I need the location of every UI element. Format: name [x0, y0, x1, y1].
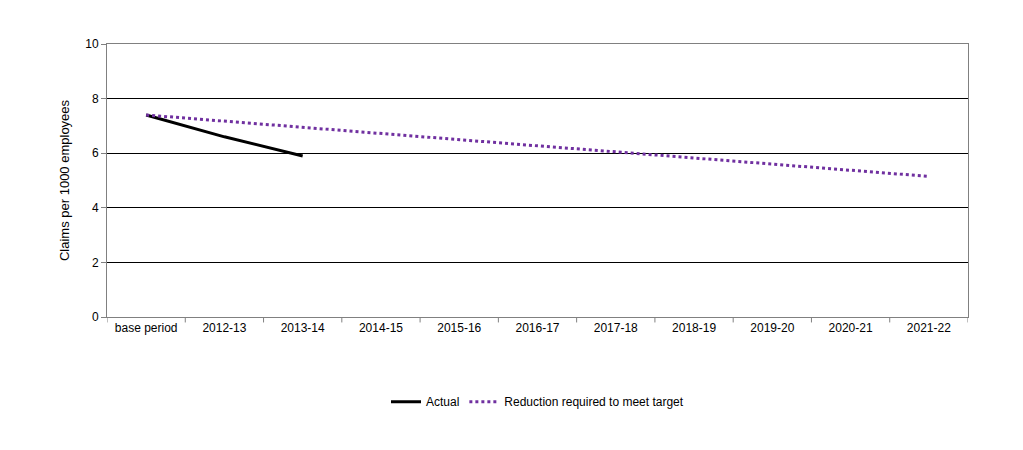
svg-text:2013-14: 2013-14: [281, 321, 325, 335]
svg-text:2019-20: 2019-20: [750, 321, 794, 335]
svg-text:2021-22: 2021-22: [907, 321, 951, 335]
svg-text:2012-13: 2012-13: [202, 321, 246, 335]
svg-text:0: 0: [92, 310, 99, 324]
svg-text:2018-19: 2018-19: [672, 321, 716, 335]
svg-text:2014-15: 2014-15: [359, 321, 403, 335]
svg-text:6: 6: [92, 146, 99, 160]
svg-text:2: 2: [92, 256, 99, 270]
svg-text:Actual: Actual: [426, 395, 459, 409]
svg-text:Reduction required to meet tar: Reduction required to meet target: [504, 395, 683, 409]
svg-text:2015-16: 2015-16: [437, 321, 481, 335]
svg-text:10: 10: [85, 37, 99, 51]
svg-text:4: 4: [92, 201, 99, 215]
svg-text:base period: base period: [115, 321, 178, 335]
svg-text:2017-18: 2017-18: [594, 321, 638, 335]
svg-text:2020-21: 2020-21: [829, 321, 873, 335]
svg-text:2016-17: 2016-17: [515, 321, 559, 335]
svg-text:Claims per 1000 employees: Claims per 1000 employees: [57, 99, 72, 261]
svg-text:8: 8: [92, 92, 99, 106]
